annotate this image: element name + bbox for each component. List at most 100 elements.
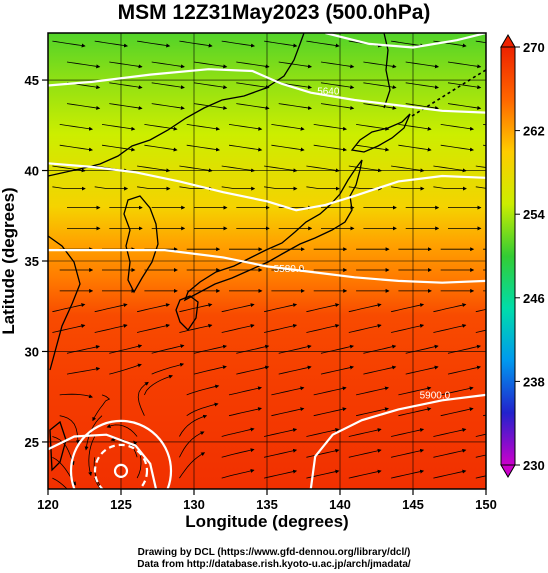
- streamline: [440, 144, 474, 152]
- contour-label: 5640: [317, 87, 340, 98]
- streamline: [236, 344, 270, 354]
- streamline: [66, 103, 101, 110]
- coastline-layer: [48, 33, 486, 472]
- streamline: [264, 469, 298, 479]
- streamline: [151, 82, 185, 90]
- streamline: [398, 144, 432, 152]
- streamline: [391, 186, 425, 191]
- streamline: [306, 448, 340, 458]
- colorbar-tick-label: 230: [523, 458, 545, 473]
- colorbar-tick-label: 238: [523, 374, 545, 389]
- vortex-ring: [113, 463, 129, 479]
- streamline: [306, 165, 340, 173]
- streamline: [94, 323, 128, 333]
- streamline: [475, 475, 486, 479]
- streamline: [348, 448, 382, 458]
- streamline: [348, 428, 382, 437]
- y-axis-label: Latitude (degrees): [0, 187, 18, 334]
- streamline: [306, 303, 340, 313]
- streamline: [137, 165, 171, 173]
- streamline: [391, 448, 425, 458]
- streamline: [221, 165, 255, 173]
- y-tick-label: 35: [25, 254, 39, 269]
- streamline: [59, 124, 93, 131]
- streamline: [348, 469, 382, 479]
- streamline: [186, 124, 220, 131]
- streamline: [109, 82, 143, 90]
- x-tick-label: 135: [256, 497, 278, 512]
- streamline: [313, 407, 347, 417]
- streamline: [433, 186, 467, 191]
- streamline: [391, 428, 425, 437]
- streamline: [306, 323, 340, 333]
- streamline: [221, 468, 255, 479]
- streamline: [106, 424, 138, 437]
- streamline: [320, 82, 355, 90]
- height-contours: [48, 33, 486, 489]
- colorbar-tick-label: 270: [523, 40, 545, 55]
- plot-area: 5640 5580.0 5900.0: [47, 32, 487, 490]
- streamline: [59, 144, 93, 152]
- streamline: [52, 436, 75, 466]
- streamline: [186, 144, 220, 152]
- streamline: [144, 374, 173, 396]
- streamline: [101, 124, 136, 131]
- streamline: [264, 165, 298, 173]
- streamline: [109, 344, 143, 354]
- high-contour-west: [48, 433, 158, 489]
- streamline: [278, 103, 312, 110]
- streamline: [356, 144, 390, 152]
- x-axis: 120 125 130 135 140 145 150: [37, 489, 497, 512]
- streamline: [151, 344, 185, 354]
- streamline: [109, 363, 142, 375]
- streamline: [264, 186, 298, 191]
- streamline: [348, 323, 382, 333]
- x-tick-label: 120: [37, 497, 59, 512]
- streamline: [433, 469, 467, 479]
- streamline: [271, 124, 305, 131]
- streamline: [320, 365, 354, 375]
- streamline: [94, 477, 102, 489]
- streamline: [475, 329, 486, 333]
- y-axis: 25 30 35 40 45: [25, 73, 48, 450]
- streamline: [433, 448, 467, 458]
- coastline-asia-mainland: [48, 33, 305, 177]
- streamline: [440, 124, 474, 131]
- coastline-taiwan: [49, 420, 67, 472]
- streamline: [151, 103, 185, 110]
- streamline: [475, 433, 486, 437]
- colorbar-tick-label: 246: [523, 291, 545, 306]
- streamline: [391, 323, 425, 333]
- streamline: [228, 124, 263, 131]
- streamline: [306, 40, 340, 48]
- streamline: [236, 365, 270, 375]
- streamline: [447, 82, 482, 90]
- x-tick-label: 125: [110, 497, 132, 512]
- streamline: [348, 165, 382, 173]
- streamline: [391, 303, 425, 313]
- streamline: [475, 308, 486, 313]
- streamline: [144, 144, 178, 152]
- north-contour: [325, 33, 486, 49]
- streamline: [356, 407, 389, 417]
- streamline: [228, 407, 262, 417]
- streamline: [320, 61, 355, 69]
- x-tick-label: 140: [329, 497, 351, 512]
- streamline: [151, 362, 185, 375]
- south-contour: [48, 249, 486, 284]
- streamline: [88, 436, 96, 477]
- coastline-korea: [123, 195, 159, 294]
- credit-data-source: Data from http://database.rish.kyoto-u.a…: [137, 559, 411, 570]
- streamline: [433, 428, 467, 437]
- streamline: [221, 448, 255, 458]
- streamline: [271, 144, 305, 152]
- streamline: [236, 82, 270, 90]
- page-title: MSM 12Z31May2023 (500.0hPa): [117, 1, 431, 24]
- x-axis-label: Longitude (degrees): [185, 512, 348, 531]
- y-tick-label: 40: [25, 164, 39, 179]
- streamline: [363, 103, 397, 110]
- streamline: [278, 61, 312, 69]
- streamline: [447, 365, 481, 375]
- streamline: [221, 427, 255, 437]
